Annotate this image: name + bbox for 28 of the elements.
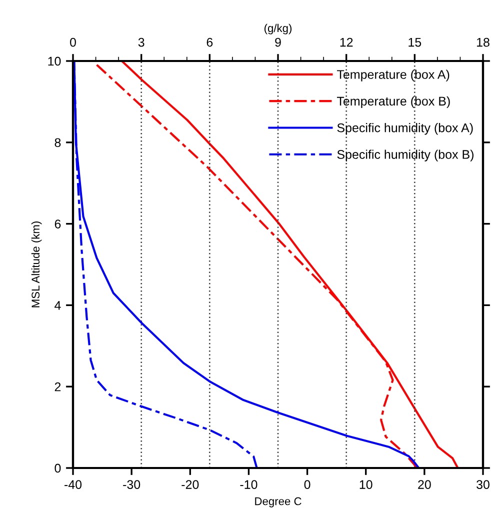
x-tick-label: -30 — [123, 480, 140, 489]
x2-tick-label: 18 — [477, 38, 490, 47]
y-tick-label: 2 — [54, 382, 61, 392]
x2-tick-label: 15 — [408, 38, 422, 47]
x2-tick-label: 12 — [340, 38, 353, 47]
x2-axis-title: (g/kg) — [264, 24, 292, 34]
x2-tick-label: 9 — [275, 38, 281, 47]
x-tick-label: 10 — [360, 480, 372, 489]
legend-label: Temperature (box A) — [336, 70, 450, 82]
y-axis-title: MSL Altitude (km) — [31, 222, 42, 308]
x2-tick-label: 6 — [206, 38, 213, 47]
legend-label: Temperature (box B) — [336, 96, 450, 108]
legend-label: Specific humidity (box A) — [337, 123, 473, 135]
x-tick-label: -20 — [182, 480, 199, 489]
x-tick-label: 30 — [476, 480, 490, 489]
y-tick-label: 6 — [54, 220, 61, 228]
x-tick-label: 20 — [418, 480, 431, 489]
y-tick-label: 8 — [54, 138, 61, 148]
legend-label: Specific humidity (box B) — [337, 150, 474, 162]
x-tick-label: -40 — [64, 480, 82, 489]
x-axis-title: Degree C — [255, 497, 302, 508]
x2-tick-label: 3 — [138, 38, 144, 47]
x-tick-label: 0 — [304, 480, 310, 489]
x-tick-label: -10 — [240, 480, 258, 489]
y-tick-label: 10 — [48, 56, 61, 66]
x2-tick-label: 0 — [70, 38, 76, 47]
y-tick-label: 4 — [54, 301, 61, 310]
y-tick-label: 0 — [54, 464, 61, 473]
